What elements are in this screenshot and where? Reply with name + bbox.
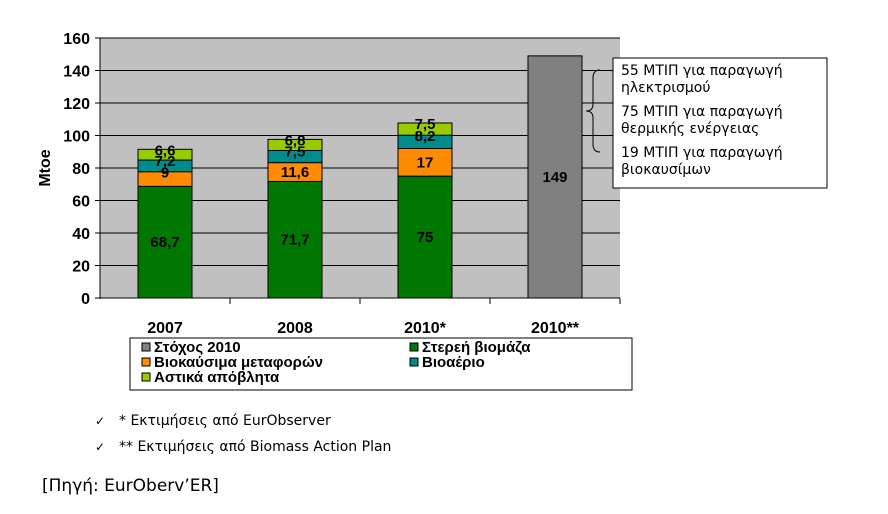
x-category-label: 2010* [404, 320, 447, 337]
y-tick-label: 120 [63, 96, 90, 113]
data-label: 71,7 [280, 232, 309, 249]
axes: 0 20 40 60 80 100 120 140 160 2007 2008 2010* 2010** [63, 31, 621, 337]
note-text: ** Εκτιμήσεις από Biomass Action Plan [119, 439, 392, 455]
data-label: 75 [417, 229, 434, 246]
note-text: * Εκτιμήσεις από EurObserver [119, 413, 331, 429]
y-tick-label: 80 [72, 161, 90, 178]
data-label: 6,8 [285, 132, 306, 149]
x-category-label: 2007 [147, 320, 183, 337]
x-category-label: 2010** [531, 320, 580, 337]
legend-swatch [141, 342, 151, 352]
annotation-line: θερμικής ενέργειας [621, 121, 759, 137]
bar-segment [137, 148, 193, 161]
y-tick-label: 40 [72, 226, 90, 243]
note-item: ✓ * Εκτιμήσεις από EurObserver [95, 408, 391, 434]
y-tick-label: 60 [72, 194, 90, 211]
legend-frame [129, 337, 633, 391]
legend-swatch [141, 357, 151, 367]
bar-segment [397, 148, 453, 177]
annotation-line: 75 ΜΤΙΠ για παραγωγή [621, 104, 783, 120]
data-label: 8,2 [415, 128, 436, 145]
data-label: 7,5 [415, 116, 436, 133]
data-label: 7,5 [285, 143, 306, 160]
annotation-line: βιοκαυσίμων [621, 162, 711, 178]
annotation-frame [612, 57, 828, 189]
legend-label: Στόχος 2010 [154, 339, 241, 356]
data-label: 9 [161, 165, 169, 182]
bar-segment [267, 180, 323, 299]
annotation-line: ηλεκτρισμού [621, 80, 710, 96]
data-label: 7,2 [155, 153, 176, 170]
legend-label: Βιοαέριο [422, 354, 485, 371]
data-label: 11,6 [281, 164, 309, 181]
x-category-label: 2008 [277, 320, 313, 337]
annotation-line: 55 ΜΤΙΠ για παραγωγή [621, 63, 783, 79]
data-label: 149 [542, 169, 567, 186]
bar-segment [397, 122, 453, 136]
brace-icon [585, 69, 601, 153]
check-icon: ✓ [95, 414, 106, 428]
bar-segment [137, 185, 193, 299]
note-item: ✓ ** Εκτιμήσεις από Biomass Action Plan [95, 434, 391, 460]
y-tick-label: 100 [63, 129, 90, 146]
legend-label: Αστικά απόβλητα [154, 369, 280, 386]
y-tick-label: 160 [63, 31, 90, 48]
data-label: 17 [417, 154, 434, 171]
data-label: 6,6 [155, 142, 176, 159]
y-tick-label: 140 [63, 64, 90, 81]
data-label: 68,7 [150, 234, 179, 251]
y-tick-label: 0 [81, 291, 90, 308]
y-tick-label: 20 [72, 259, 90, 276]
legend-swatch [409, 342, 419, 352]
notes-list: ✓ * Εκτιμήσεις από EurObserver ✓ ** Εκτι… [95, 408, 391, 460]
legend-label: Στερεή βιομάζα [422, 339, 531, 356]
bar-segment [267, 138, 323, 151]
check-icon: ✓ [95, 440, 106, 454]
bar-segment [527, 55, 583, 299]
legend-swatch [409, 357, 419, 367]
legend-swatch [141, 372, 151, 382]
legend: Στόχος 2010 Στερεή βιομάζα Βιοκαύσιμα μετα… [129, 337, 633, 391]
annotation-line: 19 ΜΤΙΠ για παραγωγή [621, 145, 783, 161]
source-citation: [Πηγή: EurOberv’ER] [42, 476, 219, 496]
legend-label: Βιοκαύσιμα μεταφορών [154, 354, 323, 371]
y-axis-title: Mtoe [37, 149, 54, 186]
bars [137, 55, 583, 299]
